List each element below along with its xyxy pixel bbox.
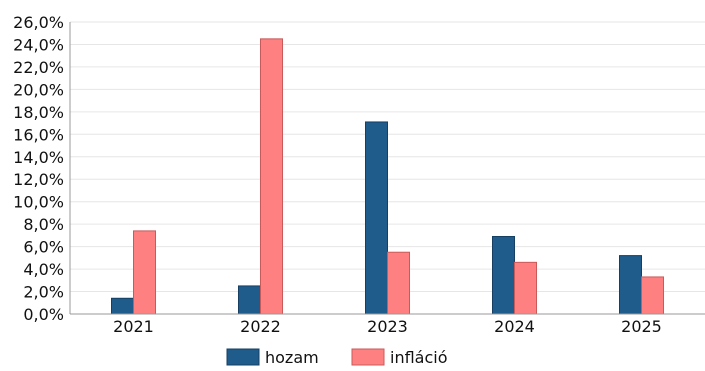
axes [69, 22, 705, 315]
x-tick-label: 2022 [240, 317, 281, 336]
legend: hozam infláció [226, 348, 448, 367]
legend-swatch [351, 348, 385, 366]
bar-hozam-2024 [492, 236, 515, 315]
y-tick-label: 14,0% [13, 148, 64, 167]
legend-swatch [226, 348, 260, 366]
y-tick-label: 2,0% [23, 283, 64, 302]
y-tick-label: 10,0% [13, 193, 64, 212]
y-tick-label: 8,0% [23, 215, 64, 234]
bar-hozam-2023 [365, 121, 388, 315]
bar-inflacio-2025 [641, 276, 664, 315]
bar-inflacio-2023 [387, 251, 410, 315]
y-tick-label: 18,0% [13, 103, 64, 122]
y-tick-label: 26,0% [13, 13, 64, 32]
y-tick-label: 22,0% [13, 58, 64, 77]
x-tick-label: 2021 [113, 317, 154, 336]
bar-inflacio-2021 [133, 230, 156, 315]
bar-inflacio-2022 [260, 38, 283, 315]
bar-hozam-2025 [619, 255, 642, 315]
y-tick-label: 20,0% [13, 80, 64, 99]
legend-label: infláció [390, 348, 448, 367]
x-axis-ticks: 2021 2022 2023 2024 2025 [113, 317, 662, 336]
y-tick-label: 4,0% [23, 260, 64, 279]
y-tick-label: 6,0% [23, 238, 64, 257]
bar-hozam-2021 [111, 297, 134, 315]
y-tick-label: 16,0% [13, 125, 64, 144]
y-tick-label: 12,0% [13, 170, 64, 189]
bar-hozam-2022 [238, 285, 261, 315]
x-tick-label: 2024 [494, 317, 535, 336]
y-tick-label: 0,0% [23, 305, 64, 324]
bars [111, 38, 664, 315]
x-tick-label: 2023 [367, 317, 408, 336]
bar-inflacio-2024 [514, 261, 537, 315]
x-tick-label: 2025 [621, 317, 662, 336]
y-axis-ticks: 0,0% 2,0% 4,0% 6,0% 8,0% 10,0% 12,0% 14,0% 16,0%… [13, 13, 64, 324]
y-tick-label: 24,0% [13, 35, 64, 54]
legend-label: hozam [265, 348, 319, 367]
